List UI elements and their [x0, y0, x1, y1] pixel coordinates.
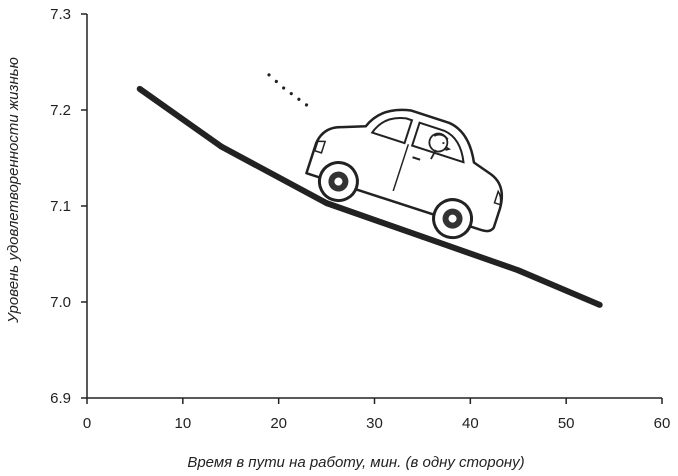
car-body-icon — [305, 108, 504, 233]
car-taillight-icon — [313, 140, 327, 154]
y-tick-label: 7.2 — [50, 102, 71, 119]
motion-dots-icon — [267, 73, 309, 107]
car-headlight-icon — [493, 189, 502, 206]
x-ticks: 0 10 20 30 40 50 60 — [83, 398, 671, 432]
x-tick-label: 40 — [462, 415, 479, 432]
data-point — [419, 233, 426, 240]
car-door-handle — [412, 156, 421, 161]
x-tick-label: 30 — [366, 415, 383, 432]
data-point — [323, 200, 330, 207]
x-tick-label: 20 — [270, 415, 287, 432]
x-tick-label: 0 — [83, 415, 91, 432]
car-illustration — [267, 73, 504, 240]
car-rear-window-icon — [370, 116, 414, 145]
data-point — [515, 267, 522, 274]
y-tick-label: 7.1 — [50, 198, 71, 215]
car-door-line — [392, 144, 410, 192]
axes — [86, 14, 662, 399]
series — [136, 85, 603, 308]
data-point — [218, 143, 225, 150]
y-tick-label: 6.9 — [50, 390, 71, 407]
front-wheel-icon — [432, 198, 474, 240]
y-ticks: 6.9 7.0 7.1 7.2 7.3 — [50, 6, 87, 407]
data-point — [596, 301, 603, 308]
x-tick-label: 60 — [654, 415, 671, 432]
driver-icon — [428, 132, 452, 160]
y-tick-label: 7.3 — [50, 6, 71, 23]
data-point — [136, 85, 143, 92]
x-tick-label: 10 — [174, 415, 191, 432]
y-axis-title: Уровень удовлетворенности жизнью — [5, 57, 22, 324]
x-axis-title: Время в пути на работу, мин. (в одну сто… — [187, 454, 524, 471]
rear-wheel-icon — [317, 161, 359, 203]
series-line — [137, 86, 601, 308]
x-tick-label: 50 — [558, 415, 575, 432]
y-tick-label: 7.0 — [50, 294, 71, 311]
